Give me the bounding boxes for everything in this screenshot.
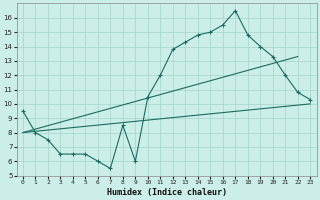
X-axis label: Humidex (Indice chaleur): Humidex (Indice chaleur): [107, 188, 227, 197]
